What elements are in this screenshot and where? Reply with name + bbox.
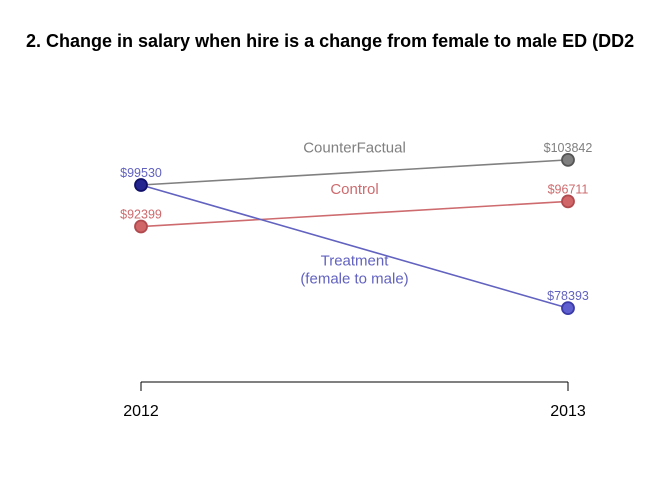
control-value-label-2013: $96711 — [548, 182, 589, 196]
chart-title: 2. Change in salary when hire is a chang… — [26, 31, 634, 51]
x-axis: 2012 2013 — [123, 381, 586, 420]
counterfactual-point-2013 — [561, 152, 575, 167]
treatment-female-to-male-point-2012 — [134, 178, 148, 192]
control-value-label-2012: $92399 — [120, 208, 162, 222]
data-labels: $103842 $92399 $96711 $99530 $78393 CounterFa… — [120, 139, 592, 303]
treatment-female-to-male-series-label-line-1: Treatment — [321, 253, 390, 270]
treatment-female-to-male-value-label-2013: $78393 — [547, 289, 589, 303]
control-line — [140, 200, 569, 228]
x-tick-label-2012: 2012 — [123, 403, 159, 420]
treatment-female-to-male-line — [140, 184, 569, 309]
treatment-female-to-male-series-label-line-2: (female to male) — [300, 271, 408, 288]
treatment-female-to-male-value-label-2012: $99530 — [120, 166, 162, 180]
control-point-2013 — [561, 194, 575, 209]
series-lines — [140, 159, 569, 309]
series-points — [134, 152, 575, 316]
x-tick-label-2013: 2013 — [550, 403, 586, 420]
counterfactual-series-label: CounterFactual — [303, 139, 406, 156]
control-series-label: Control — [330, 181, 378, 198]
treatment-female-to-male-point-2013 — [561, 301, 575, 316]
control-point-2012 — [134, 219, 148, 234]
counterfactual-line — [140, 159, 569, 186]
counterfactual-value-label-2013: $103842 — [544, 141, 593, 155]
